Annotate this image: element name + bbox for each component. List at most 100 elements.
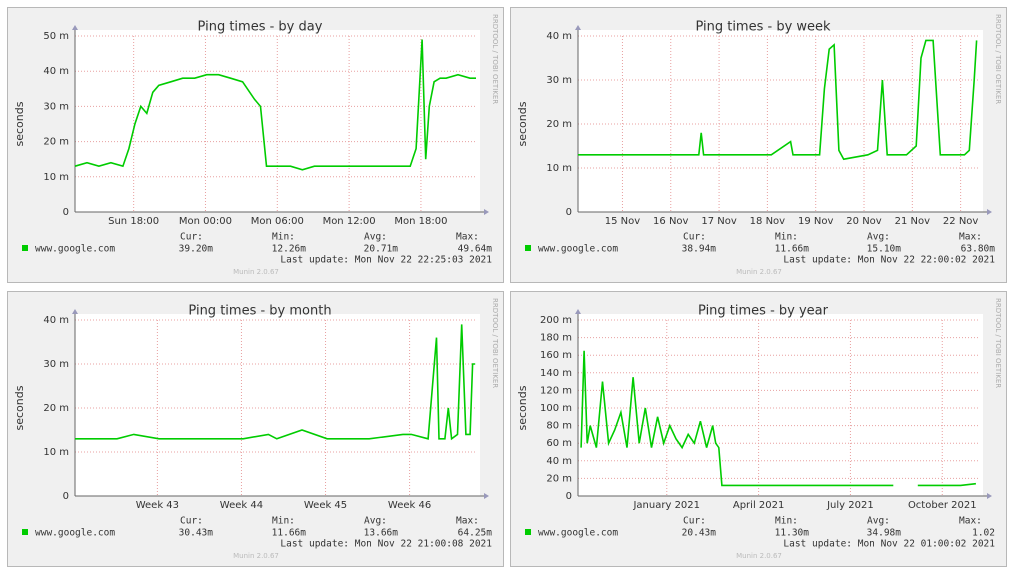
x-tick-label: 17 Nov [701, 216, 737, 227]
series-line [74, 39, 476, 171]
legend-header: Cur: [683, 516, 706, 527]
footer: Munin 2.0.67 [233, 268, 279, 276]
series-line [578, 39, 978, 161]
x-tick-label: Week 46 [388, 500, 431, 511]
y-tick-label: 50 m [43, 31, 69, 42]
legend-value: 30.43m [179, 528, 214, 539]
legend-name: www.google.com [35, 528, 115, 539]
legend-header: Max: [456, 516, 479, 527]
legend-header: Min: [272, 516, 295, 527]
footer: Munin 2.0.67 [736, 552, 782, 560]
legend-header: Avg: [867, 232, 890, 243]
x-tick-label: 22 Nov [943, 216, 979, 227]
legend-name: www.google.com [538, 528, 618, 539]
legend-header: Max: [456, 232, 479, 243]
legend-header: Avg: [364, 516, 387, 527]
chart-title: Ping times - by year [698, 304, 829, 319]
chart-title: Ping times - by day [198, 20, 323, 35]
y-tick-label: 0 [566, 207, 572, 218]
y-tick-label: 10 m [43, 172, 69, 183]
y-tick-label: 20 m [546, 473, 572, 484]
chart-title: Ping times - by month [188, 304, 331, 319]
watermark: RRDTOOL / TOBI OETIKER [994, 298, 1002, 388]
footer: Munin 2.0.67 [233, 552, 279, 560]
legend-header: Max: [959, 232, 982, 243]
x-axis-arrow [484, 209, 489, 215]
y-tick-label: 180 m [540, 333, 572, 344]
legend-value: 20.71m [364, 244, 399, 255]
y-tick-label: 30 m [43, 359, 69, 370]
last-update: Last update: Mon Nov 22 22:00:02 2021 [783, 255, 995, 266]
series-line [580, 350, 976, 487]
y-tick-label: 0 [566, 491, 572, 502]
x-tick-label: Week 44 [220, 500, 263, 511]
watermark: RRDTOOL / TOBI OETIKER [491, 14, 499, 104]
x-axis-arrow [987, 209, 992, 215]
legend-value: 20.43m [682, 528, 717, 539]
x-axis-arrow [484, 493, 489, 499]
legend-value: 49.64m [458, 244, 493, 255]
legend-value: 11.30m [775, 528, 810, 539]
x-tick-label: Mon 06:00 [251, 216, 304, 227]
y-tick-label: 160 m [540, 350, 572, 361]
last-update: Last update: Mon Nov 22 21:00:08 2021 [280, 539, 492, 550]
x-tick-label: 15 Nov [605, 216, 641, 227]
x-tick-label: Sun 18:00 [108, 216, 159, 227]
legend-header: Min: [272, 232, 295, 243]
y-tick-label: 30 m [546, 75, 572, 86]
y-tick-label: 40 m [546, 31, 572, 42]
x-tick-label: 21 Nov [895, 216, 931, 227]
chart-title: Ping times - by week [695, 20, 831, 35]
x-tick-label: 16 Nov [653, 216, 689, 227]
graph: Ping times - by day seconds RRDTOOL / TOBI… [13, 14, 499, 276]
y-tick-label: 100 m [540, 403, 572, 414]
y-tick-label: 140 m [540, 368, 572, 379]
x-tick-label: January 2021 [632, 500, 700, 511]
y-axis-label: seconds [13, 385, 26, 430]
x-axis-arrow [987, 493, 992, 499]
y-axis-label: seconds [516, 385, 529, 430]
graph: Ping times - by week seconds RRDTOOL / TOB… [516, 14, 1002, 276]
legend-value: 64.25m [458, 528, 493, 539]
y-tick-label: 40 m [546, 456, 572, 467]
x-tick-label: Week 45 [304, 500, 347, 511]
y-tick-label: 10 m [43, 447, 69, 458]
y-tick-label: 10 m [546, 163, 572, 174]
legend-header: Cur: [180, 516, 203, 527]
legend-value: 12.26m [272, 244, 307, 255]
last-update: Last update: Mon Nov 22 22:25:03 2021 [280, 255, 492, 266]
x-tick-label: 20 Nov [846, 216, 882, 227]
legend-value: 11.66m [775, 244, 810, 255]
y-tick-label: 120 m [540, 385, 572, 396]
legend-header: Min: [775, 516, 798, 527]
x-tick-label: Mon 12:00 [323, 216, 376, 227]
legend-swatch [22, 245, 28, 251]
legend-header: Min: [775, 232, 798, 243]
x-tick-label: 18 Nov [750, 216, 786, 227]
legend-header: Avg: [364, 232, 387, 243]
x-tick-label: Mon 00:00 [179, 216, 232, 227]
graph: Ping times - by month seconds RRDTOOL / TO… [13, 298, 499, 560]
plot-area [75, 314, 480, 496]
y-axis-arrow [72, 309, 78, 314]
y-tick-label: 200 m [540, 315, 572, 326]
legend-value: 39.20m [179, 244, 214, 255]
legend-value: 11.66m [272, 528, 307, 539]
y-tick-label: 80 m [546, 421, 572, 432]
legend-header: Avg: [867, 516, 890, 527]
graph: Ping times - by year seconds RRDTOOL / TOB… [516, 298, 1002, 560]
legend-header: Max: [959, 516, 982, 527]
watermark: RRDTOOL / TOBI OETIKER [994, 14, 1002, 104]
y-tick-label: 40 m [43, 66, 69, 77]
plot-area [578, 30, 983, 212]
y-axis-label: seconds [13, 101, 26, 146]
legend-header: Cur: [683, 232, 706, 243]
legend-value: 38.94m [682, 244, 717, 255]
legend-swatch [525, 245, 531, 251]
footer: Munin 2.0.67 [736, 268, 782, 276]
legend-value: 34.98m [867, 528, 902, 539]
graph-panel: Ping times - by week seconds RRDTOOL / TOB… [510, 7, 1007, 283]
legend-name: www.google.com [35, 244, 115, 255]
y-tick-label: 0 [63, 207, 69, 218]
